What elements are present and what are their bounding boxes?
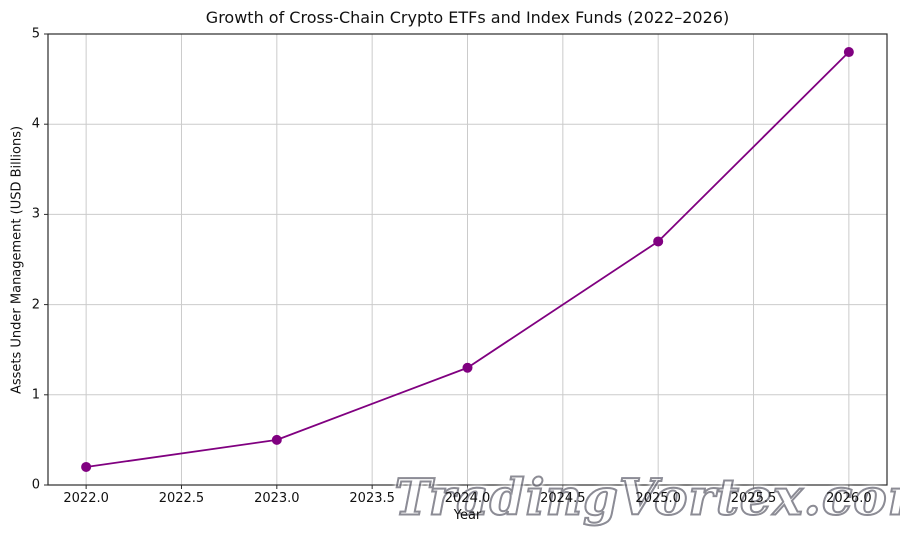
data-point-marker xyxy=(271,434,282,445)
data-point-marker xyxy=(462,362,473,373)
data-point-marker xyxy=(653,236,664,247)
watermark: TradingVortex.com xyxy=(393,467,900,528)
data-point-marker xyxy=(843,47,854,58)
plot-spines xyxy=(47,33,888,486)
data-point-marker xyxy=(81,461,92,472)
